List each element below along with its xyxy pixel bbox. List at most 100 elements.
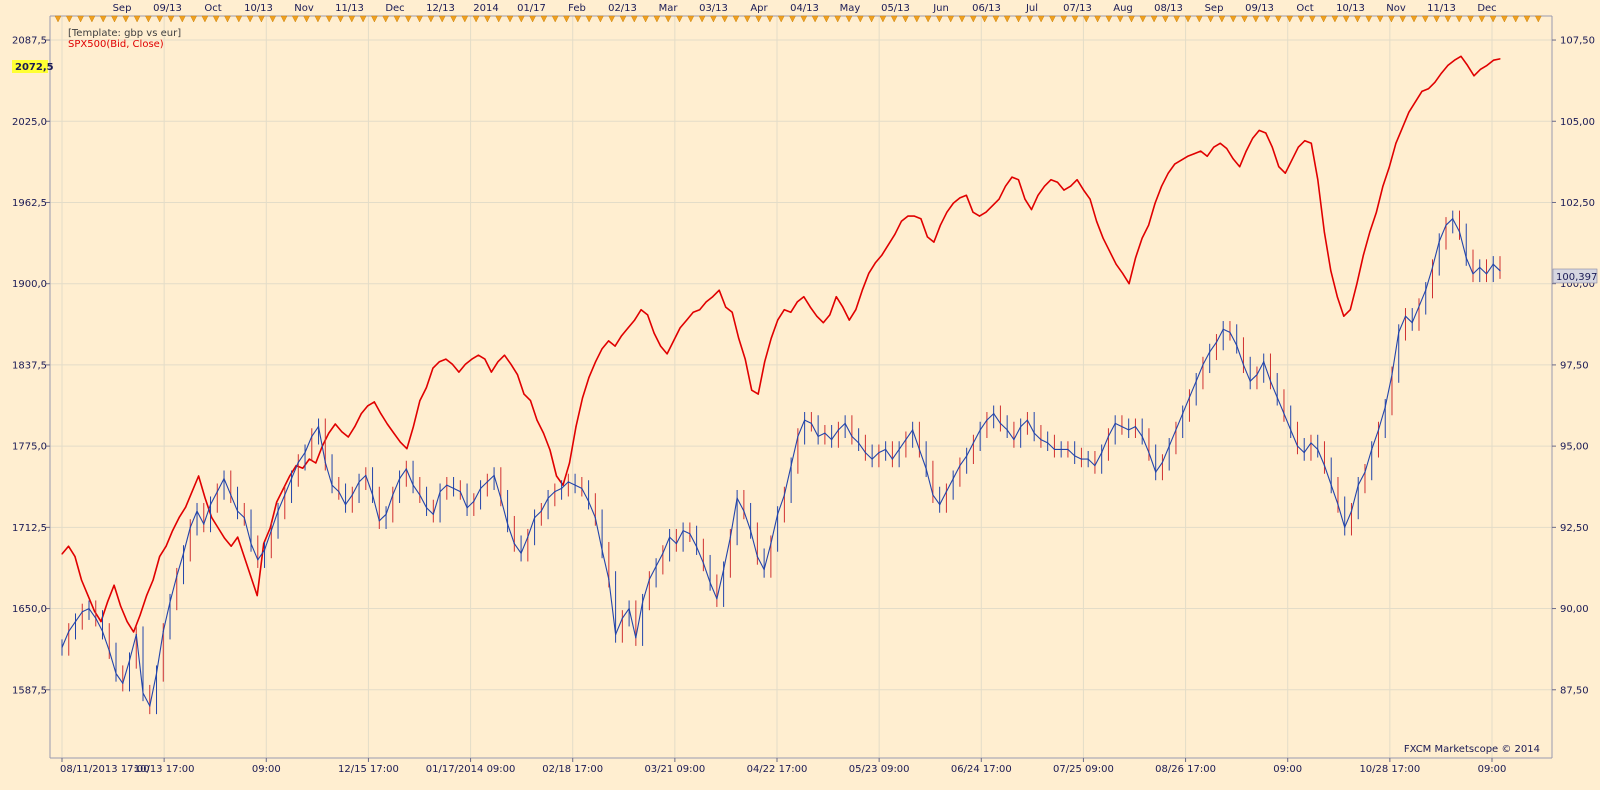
spx500-point [1148,224,1150,226]
event-marker [461,15,469,23]
event-marker [1399,15,1407,23]
event-marker [314,15,322,23]
spx500-point [764,361,766,363]
spx500-point [230,545,232,547]
gbp-eur-point [1155,471,1157,473]
spx500-point [1232,158,1234,160]
spx500-point [1473,75,1475,77]
event-marker [608,15,616,23]
event-marker [1410,15,1418,23]
gbp-eur-point [993,413,995,415]
spx500-point [1070,185,1072,187]
gbp-eur-point [1080,458,1082,460]
spx500-point [647,314,649,316]
spx500-point [1395,142,1397,144]
event-marker [190,15,197,23]
event-marker [1049,15,1056,23]
gbp-eur-point [453,487,455,489]
event-marker [732,15,740,23]
gbp-eur-point [1087,458,1089,460]
gbp-eur-point [81,611,83,613]
spx500-point [1479,68,1482,70]
gbp-eur-point [426,507,428,509]
event-marker [1320,15,1327,23]
gbp-eur-point [952,478,954,480]
spx500-point [1466,64,1469,66]
spx500-point [484,358,486,360]
spx500-point [653,332,655,334]
event-marker [1455,15,1463,23]
spx500-point [224,537,226,540]
gbp-eur-point [486,481,488,483]
event-marker [936,15,943,23]
gbp-eur-point [1499,270,1501,272]
top-axis-label: Aug [1113,3,1133,14]
spx500-point [1278,166,1280,168]
gbp-eur-point [986,419,988,421]
event-marker [1229,15,1237,23]
spx500-point [61,553,63,555]
spx500-point [549,449,551,451]
gbp-eur-point [1398,331,1400,333]
event-marker [235,15,243,23]
event-marker [99,15,107,23]
event-marker [1060,15,1068,23]
spx500-point [699,309,701,311]
gbp-eur-point [101,630,104,632]
gbp-eur-point [1094,465,1096,467]
event-marker [1037,15,1045,23]
spx500-point [1206,155,1208,157]
spx500-point [399,441,401,443]
gbp-eur-point [662,552,664,554]
spx500-point [419,400,421,402]
bottom-axis-label: 09:00 [1478,764,1507,775]
gbp-eur-point [864,452,867,454]
spx500-point [1297,146,1299,148]
event-marker [924,15,932,23]
gbp-eur-point [493,474,495,476]
left-tick-label: 1712,5 [12,523,47,534]
gbp-eur-point [1472,273,1474,275]
gbp-eur-point [209,504,212,506]
spx500-point [1239,166,1241,168]
gbp-eur-point [567,481,569,483]
bottom-axis-label: 03/21 09:00 [644,764,705,775]
event-marker [1162,15,1169,23]
top-axis-label: 04/13 [790,3,819,14]
gbp-eur-point [1492,263,1494,265]
event-marker [981,15,988,23]
spx500-point [542,432,545,434]
gbp-eur-point [1202,364,1204,366]
right-tick-label: 92,50 [1560,523,1589,534]
spx500-point [497,361,499,363]
gbp-eur-point [1425,289,1427,291]
spx500-point [1258,129,1260,131]
spx500-point [1056,181,1059,183]
gbp-eur-point [1215,341,1218,343]
gbp-eur-point [290,478,293,480]
gbp-eur-point [844,422,846,424]
top-axis-label: May [840,3,861,14]
spx500-point [894,233,896,235]
spx500-point [308,458,310,460]
gbp-eur-point [304,452,306,454]
spx500-point [347,436,349,438]
gbp-eur-point [716,598,718,600]
spx500-point [1499,58,1501,60]
event-marker [1523,15,1531,23]
spx500-point [1492,59,1495,61]
event-marker [823,15,830,23]
spx500-point [933,241,935,243]
gbp-eur-point [1438,240,1440,243]
spx500-point [412,426,414,428]
spx500-point [1024,198,1026,200]
event-marker [1365,15,1373,23]
gbp-eur-point [189,526,191,528]
spx500-point [282,488,284,490]
event-marker [201,15,209,23]
spx500-point [907,215,909,217]
gbp-eur-point [1283,413,1285,415]
gbp-eur-point [68,630,70,632]
spx500-point [256,595,258,597]
event-marker [438,15,446,23]
